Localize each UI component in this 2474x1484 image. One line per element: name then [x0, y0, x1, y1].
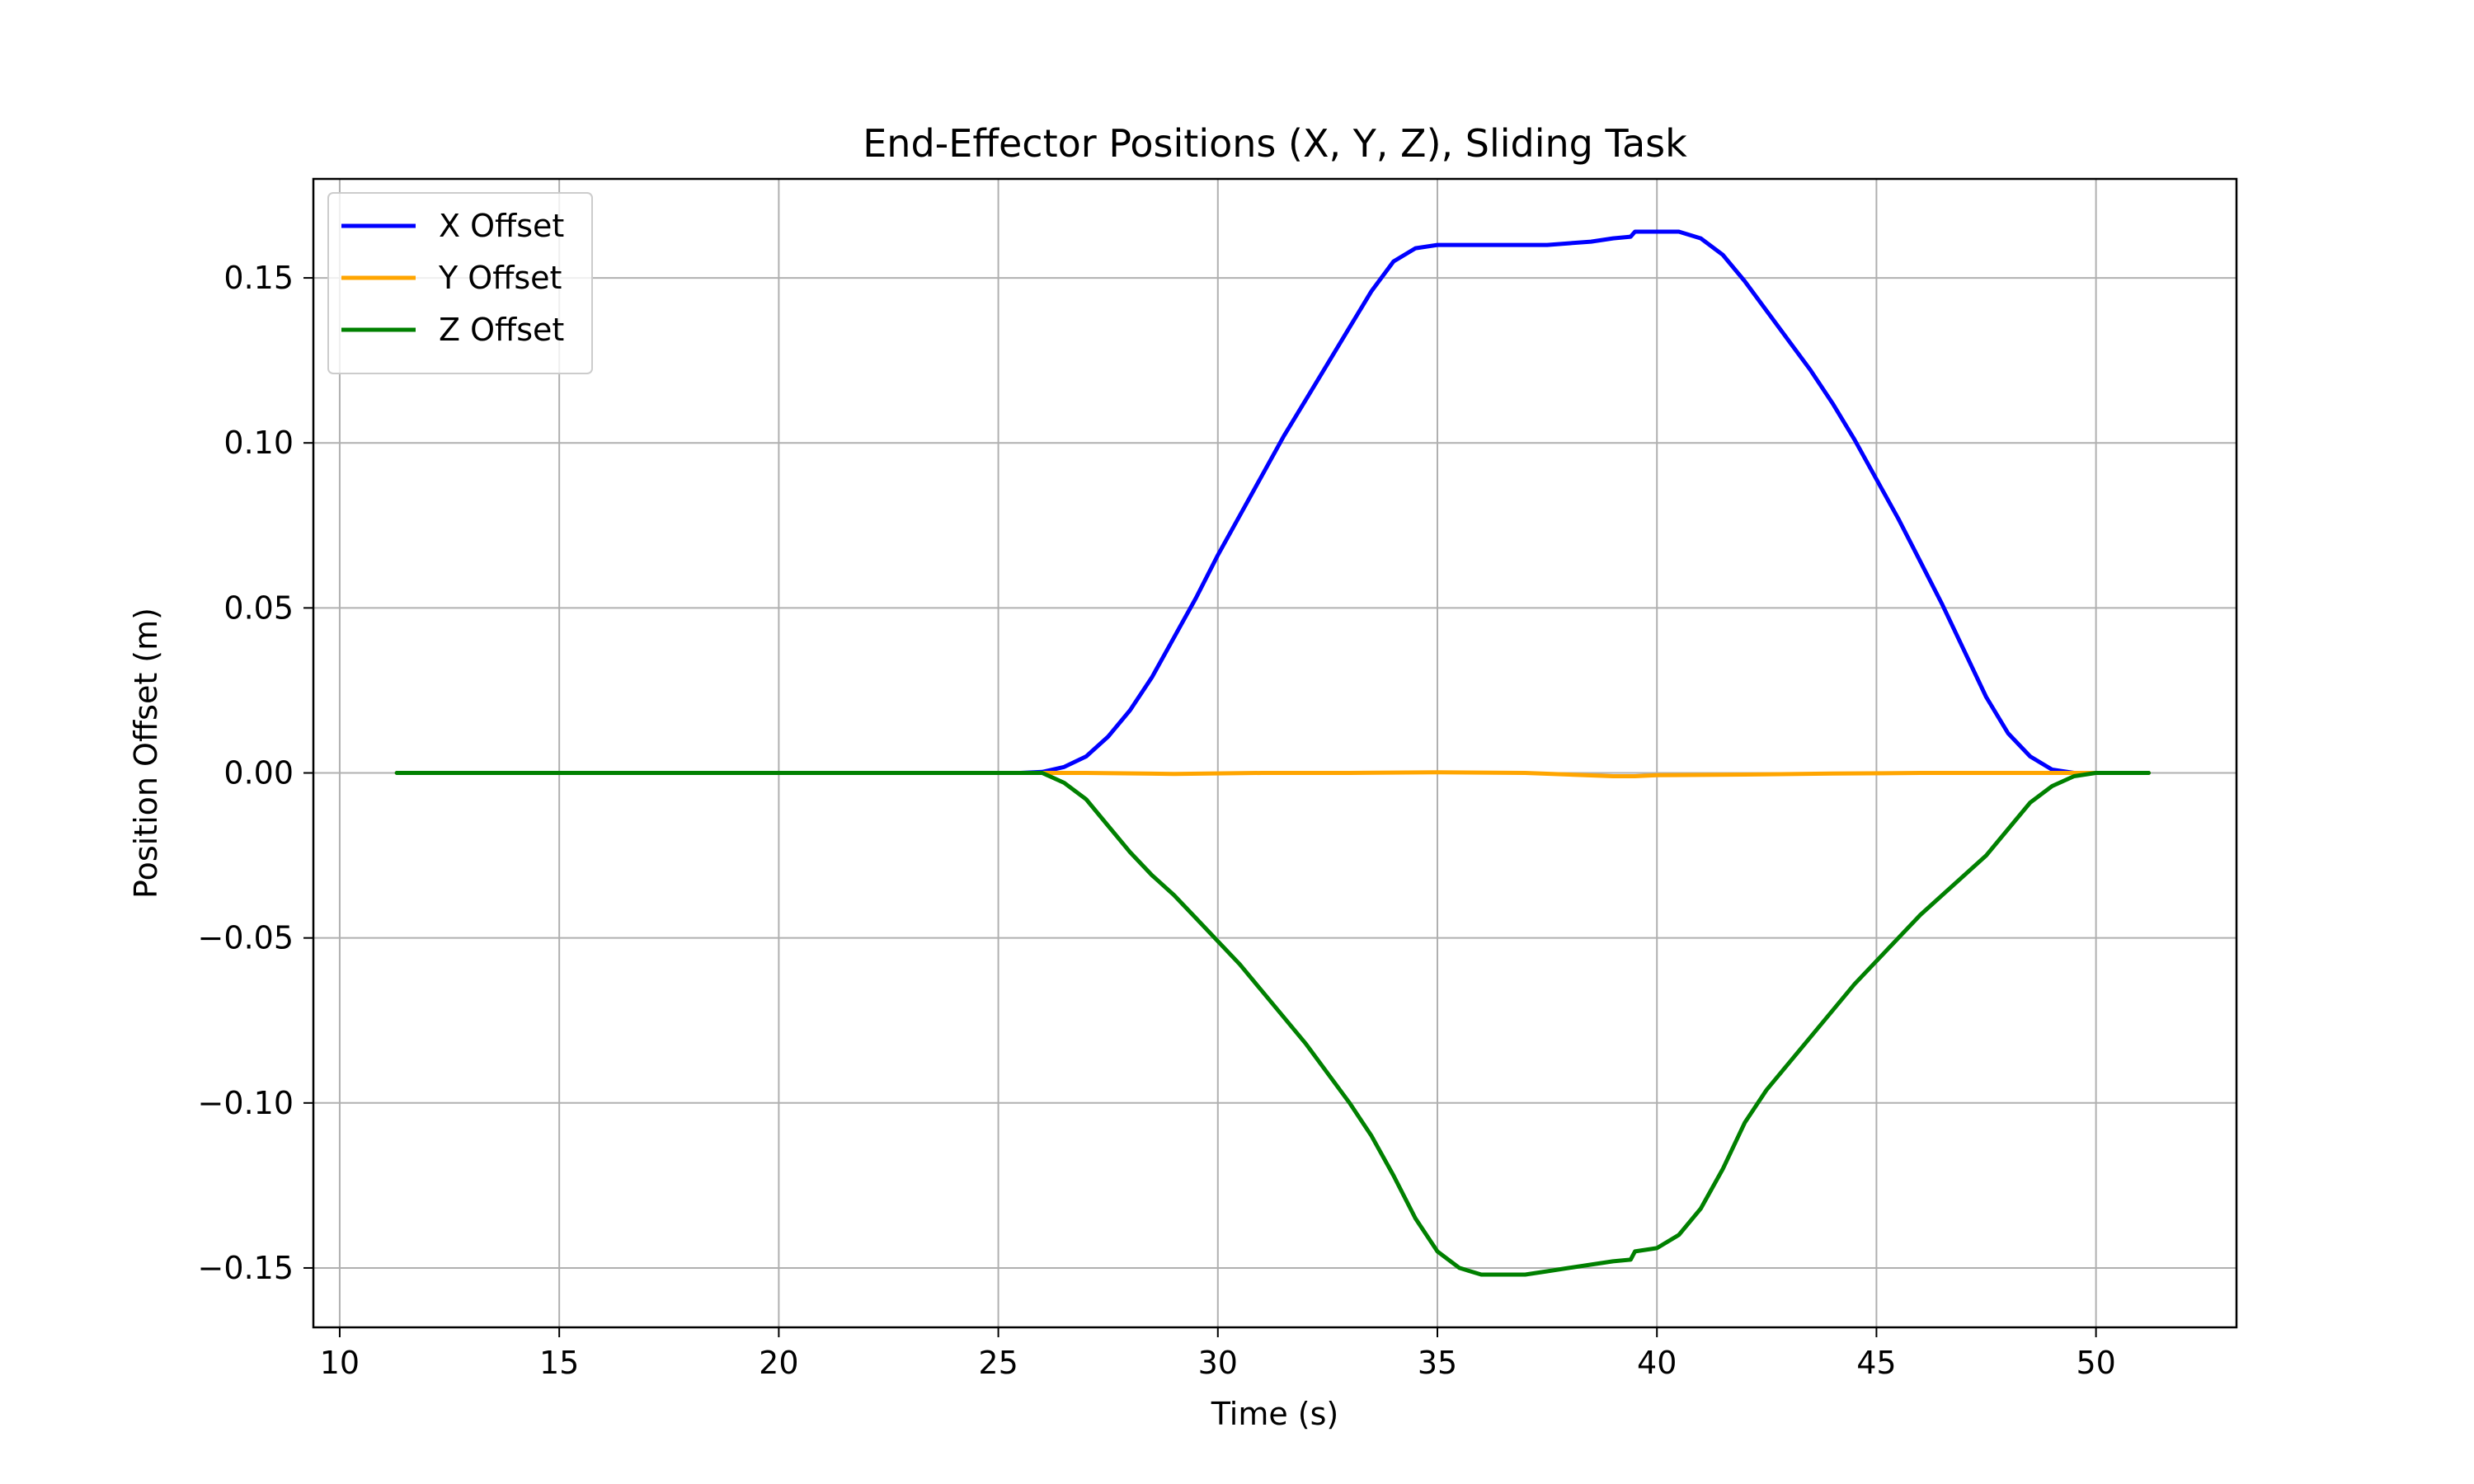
series-line-z-offset — [394, 771, 2151, 1277]
y-tick-label: −0.10 — [198, 1085, 294, 1121]
y-tick-label: −0.05 — [198, 920, 294, 956]
x-tick-label: 20 — [759, 1345, 798, 1381]
series-line-x-offset — [394, 229, 2151, 775]
y-tick-label: 0.10 — [223, 425, 294, 461]
legend-label: Z Offset — [439, 312, 564, 348]
x-tick-label: 35 — [1418, 1345, 1457, 1381]
x-tick-label: 50 — [2076, 1345, 2115, 1381]
x-tick-label: 10 — [320, 1345, 360, 1381]
series-layer — [394, 229, 2151, 1277]
x-tick-label: 25 — [978, 1345, 1018, 1381]
y-axis-title: Position Offset (m) — [128, 608, 164, 899]
y-tick-label: 0.15 — [223, 260, 294, 296]
x-tick-label: 45 — [1856, 1345, 1896, 1381]
x-axis-title: Time (s) — [1211, 1396, 1339, 1432]
legend-label: Y Offset — [438, 260, 562, 296]
series-line-y-offset — [394, 770, 2151, 778]
y-tick-label: −0.15 — [198, 1250, 294, 1286]
legend: X Offset Y Offset Z Offset — [327, 192, 593, 374]
legend-label: X Offset — [439, 208, 564, 244]
x-tick-label: 15 — [539, 1345, 579, 1381]
plot-frame — [312, 177, 2238, 1329]
x-tick-label: 40 — [1637, 1345, 1677, 1381]
y-tick-label: 0.05 — [223, 589, 294, 626]
x-tick-label: 30 — [1198, 1345, 1238, 1381]
tick-layer: 10 15 20 25 30 35 40 45 50 −0.15 −0.10 −0.05 0.00 0.0… — [198, 260, 2116, 1381]
chart-title: End-Effector Positions (X, Y, Z), Slidin… — [863, 121, 1687, 166]
grid-layer — [313, 179, 2236, 1327]
y-tick-label: 0.00 — [223, 755, 294, 791]
